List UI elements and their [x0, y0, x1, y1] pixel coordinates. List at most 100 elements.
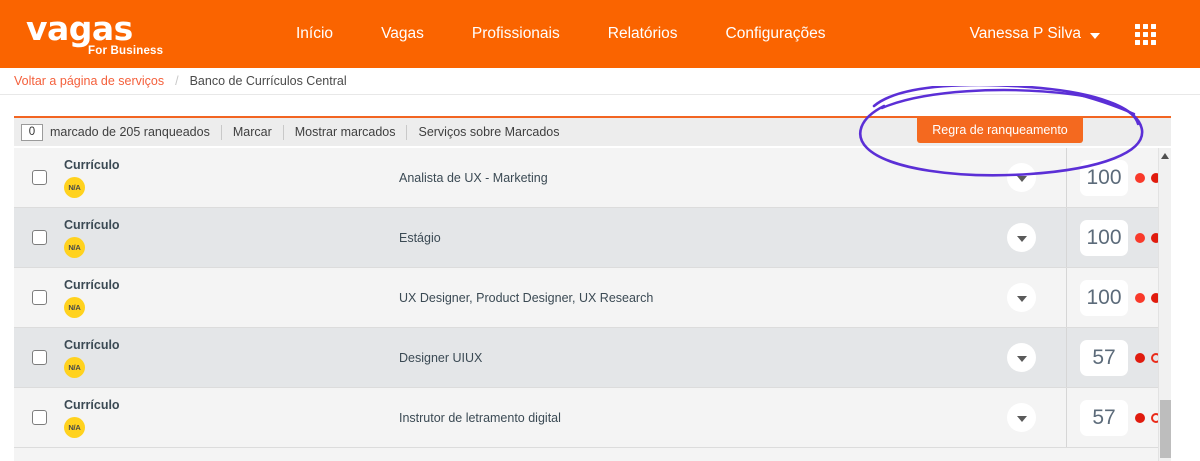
toolbar-divider: [282, 124, 284, 140]
resume-label: Currículo: [64, 158, 120, 172]
expand-row-button[interactable]: [1007, 223, 1036, 252]
toolbar-divider: [406, 124, 408, 140]
row-expand-cell: [977, 268, 1067, 327]
nav-item-relatorios[interactable]: Relatórios: [607, 25, 678, 42]
table-row[interactable]: Currículo N/A Analista de UX - Marketing…: [14, 148, 1171, 208]
nav-item-vagas[interactable]: Vagas: [381, 25, 424, 42]
breadcrumb-current: Banco de Currículos Central: [189, 74, 347, 88]
row-title: Instrutor de letramento digital: [399, 410, 561, 425]
marcar-button[interactable]: Marcar: [232, 125, 272, 139]
toolbar-divider: [220, 124, 222, 140]
list-scrollbar[interactable]: [1158, 148, 1171, 461]
row-select-cell: [14, 388, 64, 447]
row-title: UX Designer, Product Designer, UX Resear…: [399, 290, 654, 305]
vagas-logo[interactable]: vagas For Business: [26, 9, 176, 57]
apps-dot: [1151, 24, 1156, 29]
breadcrumb: Voltar a página de serviços / Banco de C…: [0, 68, 1200, 95]
main-nav: Início Vagas Profissionais Relatórios Co…: [296, 0, 849, 68]
score-indicator-dots: [1135, 172, 1161, 183]
row-resume-cell: Currículo N/A: [64, 388, 399, 447]
row-select-cell: [14, 328, 64, 387]
score-dot-filled: [1135, 172, 1145, 183]
apps-dot: [1143, 32, 1148, 37]
row-resume-cell: Currículo N/A: [64, 148, 399, 207]
row-resume-cell: Currículo N/A: [64, 208, 399, 267]
row-score-cell: 100: [1067, 148, 1171, 207]
logo-wordmark: vagas: [26, 9, 133, 48]
chevron-down-icon: [1016, 175, 1027, 182]
row-score-cell: 57: [1067, 388, 1171, 447]
score-dot-filled: [1135, 292, 1145, 303]
na-badge: N/A: [64, 357, 85, 378]
regra-de-ranqueamento-button[interactable]: Regra de ranqueamento: [917, 116, 1083, 143]
servicos-sobre-marcados-button[interactable]: Serviços sobre Marcados: [418, 125, 560, 139]
nav-item-inicio[interactable]: Início: [296, 25, 334, 42]
score-dot-filled: [1151, 292, 1161, 303]
breadcrumb-separator: /: [175, 74, 179, 88]
row-checkbox[interactable]: [31, 410, 47, 425]
row-title: Estágio: [399, 230, 441, 245]
row-select-cell: [14, 148, 64, 207]
resume-label: Currículo: [64, 218, 120, 232]
score-indicator-dots: [1135, 232, 1161, 243]
row-checkbox[interactable]: [31, 290, 47, 305]
apps-dot: [1135, 40, 1140, 45]
mostrar-marcados-button[interactable]: Mostrar marcados: [294, 125, 396, 139]
row-checkbox[interactable]: [31, 350, 47, 365]
chevron-down-icon: [1016, 295, 1027, 302]
breadcrumb-back-link[interactable]: Voltar a página de serviços: [14, 74, 165, 88]
score-dot-filled: [1151, 172, 1161, 183]
na-badge: N/A: [64, 297, 85, 318]
resume-label: Currículo: [64, 278, 120, 292]
apps-dot: [1143, 24, 1148, 29]
score-dot-filled: [1135, 412, 1145, 423]
resume-label: Currículo: [64, 398, 120, 412]
score-value: 57: [1080, 339, 1128, 376]
user-name-label: Vanessa P Silva: [969, 25, 1081, 42]
chevron-down-icon: [1016, 415, 1027, 422]
row-score-cell: 100: [1067, 208, 1171, 267]
row-resume-cell: Currículo N/A: [64, 268, 399, 327]
marked-count-label: marcado de 205 ranqueados: [50, 125, 210, 139]
score-value: 100: [1080, 279, 1128, 316]
table-row[interactable]: Currículo N/A UX Designer, Product Desig…: [14, 268, 1171, 328]
expand-row-button[interactable]: [1007, 283, 1036, 312]
table-row[interactable]: Currículo N/A Estágio 100: [14, 208, 1171, 268]
na-badge: N/A: [64, 237, 85, 258]
row-expand-cell: [977, 148, 1067, 207]
expand-row-button[interactable]: [1007, 163, 1036, 192]
expand-row-button[interactable]: [1007, 343, 1036, 372]
row-checkbox[interactable]: [31, 230, 47, 245]
marked-count-input[interactable]: 0: [21, 123, 43, 141]
row-expand-cell: [977, 208, 1067, 267]
table-row[interactable]: Currículo N/A Designer UIUX 57: [14, 328, 1171, 388]
row-score-cell: 57: [1067, 328, 1171, 387]
nav-item-configuracoes[interactable]: Configurações: [725, 25, 826, 42]
resume-label: Currículo: [64, 338, 120, 352]
scrollbar-thumb[interactable]: [1160, 400, 1171, 458]
apps-dot: [1135, 24, 1140, 29]
chevron-down-icon: [1090, 32, 1100, 39]
triangle-up-icon[interactable]: [1161, 153, 1169, 159]
row-score-cell: 100: [1067, 268, 1171, 327]
expand-row-button[interactable]: [1007, 403, 1036, 432]
row-select-cell: [14, 208, 64, 267]
nav-item-profissionais[interactable]: Profissionais: [471, 25, 560, 42]
apps-grid-icon[interactable]: [1135, 24, 1156, 45]
panel-top-border: [14, 116, 1171, 118]
chevron-down-icon: [1016, 235, 1027, 242]
logo-subtitle: For Business: [88, 45, 164, 57]
user-menu[interactable]: Vanessa P Silva: [970, 0, 1100, 68]
score-value: 57: [1080, 399, 1128, 436]
row-checkbox[interactable]: [31, 170, 47, 185]
score-dot-filled: [1135, 232, 1145, 243]
row-select-cell: [14, 268, 64, 327]
apps-dot: [1151, 40, 1156, 45]
row-title: Designer UIUX: [399, 350, 483, 365]
score-dot-filled: [1151, 232, 1161, 243]
table-row[interactable]: Currículo N/A Instrutor de letramento di…: [14, 388, 1171, 448]
score-indicator-dots: [1135, 292, 1161, 303]
top-navigation-bar: vagas For Business Início Vagas Profissi…: [0, 0, 1200, 68]
apps-dot: [1151, 32, 1156, 37]
row-expand-cell: [977, 388, 1067, 447]
